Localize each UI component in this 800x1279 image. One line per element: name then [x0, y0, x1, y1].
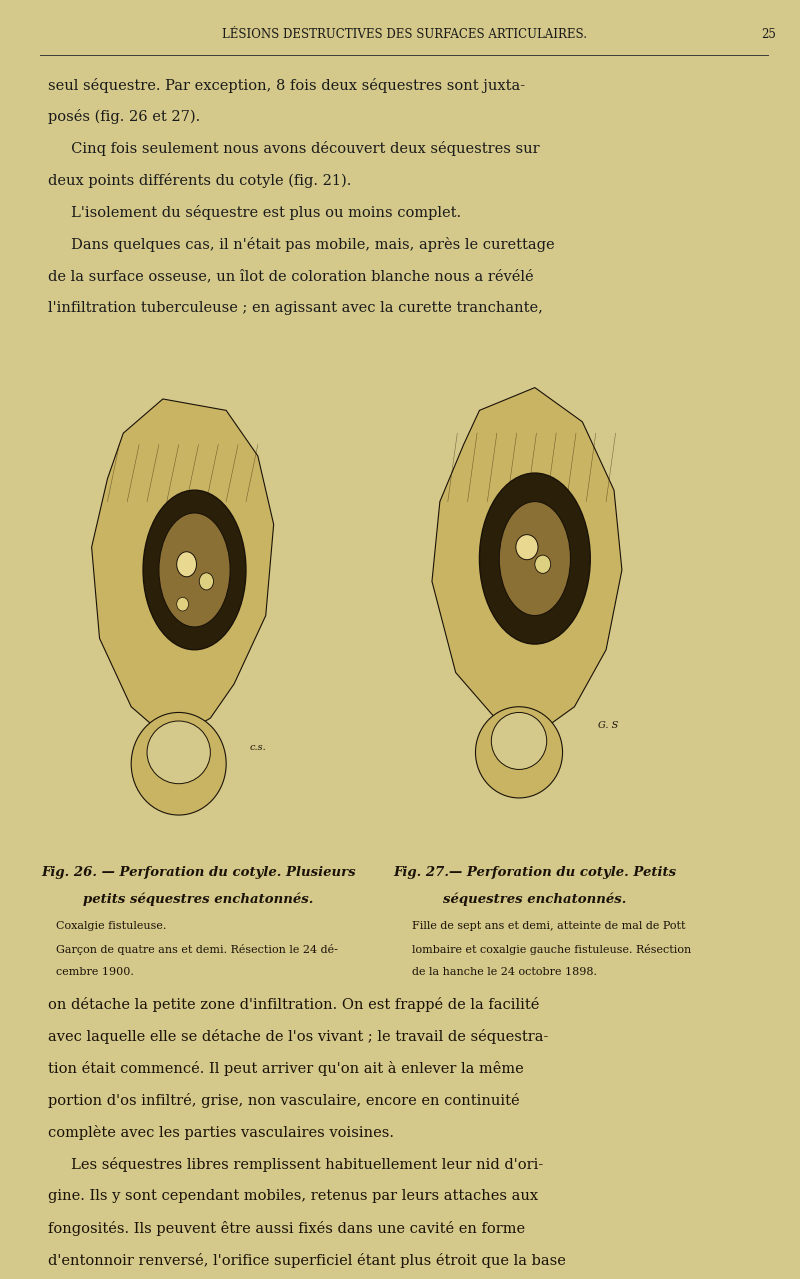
Text: Fille de sept ans et demi, atteinte de mal de Pott: Fille de sept ans et demi, atteinte de m… — [412, 921, 686, 931]
Text: Coxalgie fistuleuse.: Coxalgie fistuleuse. — [56, 921, 166, 931]
Ellipse shape — [147, 721, 210, 784]
Text: portion d'os infiltré, grise, non vasculaire, encore en continuité: portion d'os infiltré, grise, non vascul… — [48, 1094, 520, 1108]
Ellipse shape — [177, 597, 189, 611]
Text: de la surface osseuse, un îlot de coloration blanche nous a révélé: de la surface osseuse, un îlot de colora… — [48, 269, 534, 283]
Text: séquestres enchatonnés.: séquestres enchatonnés. — [443, 893, 626, 906]
Ellipse shape — [199, 573, 214, 590]
Text: cembre 1900.: cembre 1900. — [56, 967, 134, 977]
Text: LÉSIONS DESTRUCTIVES DES SURFACES ARTICULAIRES.: LÉSIONS DESTRUCTIVES DES SURFACES ARTICU… — [222, 28, 586, 41]
Text: Fig. 26. — Perforation du cotyle. Plusieurs: Fig. 26. — Perforation du cotyle. Plusie… — [41, 866, 356, 880]
Ellipse shape — [475, 707, 562, 798]
Text: posés (fig. 26 et 27).: posés (fig. 26 et 27). — [48, 110, 200, 124]
Text: complète avec les parties vasculaires voisines.: complète avec les parties vasculaires vo… — [48, 1126, 394, 1140]
Text: c.s.: c.s. — [250, 743, 266, 752]
Text: avec laquelle elle se détache de l'os vivant ; le travail de séquestra-: avec laquelle elle se détache de l'os vi… — [48, 1030, 549, 1045]
Text: l'infiltration tuberculeuse ; en agissant avec la curette tranchante,: l'infiltration tuberculeuse ; en agissan… — [48, 301, 543, 315]
Text: fongosités. Ils peuvent être aussi fixés dans une cavité en forme: fongosités. Ils peuvent être aussi fixés… — [48, 1221, 526, 1236]
Ellipse shape — [131, 712, 226, 815]
Text: G. S: G. S — [598, 720, 618, 729]
Text: Cinq fois seulement nous avons découvert deux séquestres sur: Cinq fois seulement nous avons découvert… — [48, 142, 540, 156]
Text: seul séquestre. Par exception, 8 fois deux séquestres sont juxta-: seul séquestre. Par exception, 8 fois de… — [48, 78, 526, 92]
Text: lombaire et coxalgie gauche fistuleuse. Résection: lombaire et coxalgie gauche fistuleuse. … — [412, 944, 691, 955]
Text: Garçon de quatre ans et demi. Résection le 24 dé-: Garçon de quatre ans et demi. Résection … — [56, 944, 338, 955]
Text: 25: 25 — [762, 28, 776, 41]
Ellipse shape — [159, 513, 230, 627]
Text: L'isolement du séquestre est plus ou moins complet.: L'isolement du séquestre est plus ou moi… — [48, 205, 462, 220]
Text: d'entonnoir renversé, l'orifice superficiel étant plus étroit que la base: d'entonnoir renversé, l'orifice superfic… — [48, 1252, 566, 1267]
Text: tion était commencé. Il peut arriver qu'on ait à enlever la même: tion était commencé. Il peut arriver qu'… — [48, 1062, 524, 1076]
Polygon shape — [432, 388, 622, 729]
Ellipse shape — [177, 551, 197, 577]
Text: Fig. 27.— Perforation du cotyle. Petits: Fig. 27.— Perforation du cotyle. Petits — [394, 866, 677, 880]
Text: Dans quelques cas, il n'était pas mobile, mais, après le curettage: Dans quelques cas, il n'était pas mobile… — [48, 237, 554, 252]
Text: on détache la petite zone d'infiltration. On est frappé de la facilité: on détache la petite zone d'infiltration… — [48, 998, 539, 1013]
Ellipse shape — [516, 535, 538, 560]
Text: Les séquestres libres remplissent habituellement leur nid d'ori-: Les séquestres libres remplissent habitu… — [48, 1157, 543, 1172]
Ellipse shape — [143, 490, 246, 650]
Ellipse shape — [535, 555, 550, 573]
Polygon shape — [92, 399, 274, 741]
Text: petits séquestres enchatonnés.: petits séquestres enchatonnés. — [83, 893, 314, 906]
Ellipse shape — [491, 712, 546, 770]
Ellipse shape — [499, 501, 570, 615]
Text: deux points différents du cotyle (fig. 21).: deux points différents du cotyle (fig. 2… — [48, 173, 351, 188]
Ellipse shape — [479, 473, 590, 645]
Text: gine. Ils y sont cependant mobiles, retenus par leurs attaches aux: gine. Ils y sont cependant mobiles, rete… — [48, 1189, 538, 1204]
Text: de la hanche le 24 octobre 1898.: de la hanche le 24 octobre 1898. — [412, 967, 597, 977]
